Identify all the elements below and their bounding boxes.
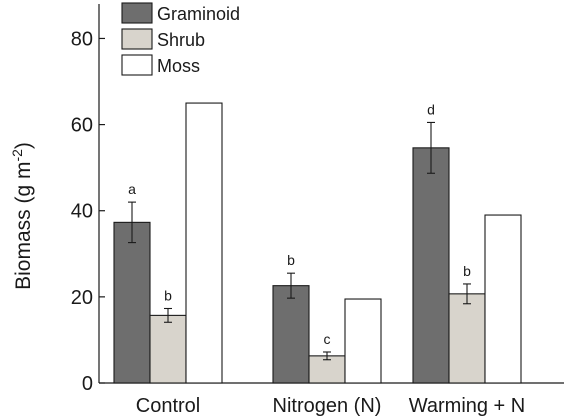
significance-label: b xyxy=(463,263,471,279)
y-tick-label: 80 xyxy=(71,28,93,50)
legend-swatch-moss xyxy=(121,54,153,76)
x-category-label: Warming + N xyxy=(409,395,526,417)
significance-label: b xyxy=(164,287,172,303)
y-axis-title: Biomass (g m-2) xyxy=(9,142,35,290)
y-axis-title-sup: -2 xyxy=(9,149,25,162)
significance-label: c xyxy=(324,331,331,347)
plot-area: 0 20 40 60 80 a b d b c b Control Nitrogen (N) Warmin… xyxy=(71,2,564,417)
bar-graminoid-2 xyxy=(412,147,450,384)
legend: Graminoid Shrub Moss xyxy=(121,2,240,76)
y-tick-label: 0 xyxy=(82,373,93,395)
bar-moss-2 xyxy=(484,214,522,384)
bar-graminoid-1 xyxy=(272,285,310,384)
bar-shrub-2 xyxy=(448,293,486,384)
bar-moss-0 xyxy=(185,102,223,384)
y-tick-label: 40 xyxy=(71,201,93,223)
significance-label: a xyxy=(128,181,136,197)
legend-swatch-shrub xyxy=(121,28,153,50)
y-tick-label: 20 xyxy=(71,287,93,309)
y-tick-label: 60 xyxy=(71,115,93,137)
bar-shrub-0 xyxy=(149,314,187,384)
legend-label-moss: Moss xyxy=(157,56,200,76)
x-category-label: Nitrogen (N) xyxy=(273,395,382,417)
x-category-label: Control xyxy=(136,395,200,417)
y-axis-title-main: Biomass (g m xyxy=(12,162,35,290)
bar-graminoid-0 xyxy=(113,221,151,384)
legend-label-graminoid: Graminoid xyxy=(157,4,240,24)
legend-label-shrub: Shrub xyxy=(157,30,205,50)
legend-swatch-graminoid xyxy=(121,2,153,24)
significance-label: d xyxy=(427,101,435,117)
y-axis-title-close: ) xyxy=(12,142,35,149)
significance-label: b xyxy=(287,252,295,268)
bar-moss-1 xyxy=(344,298,382,384)
